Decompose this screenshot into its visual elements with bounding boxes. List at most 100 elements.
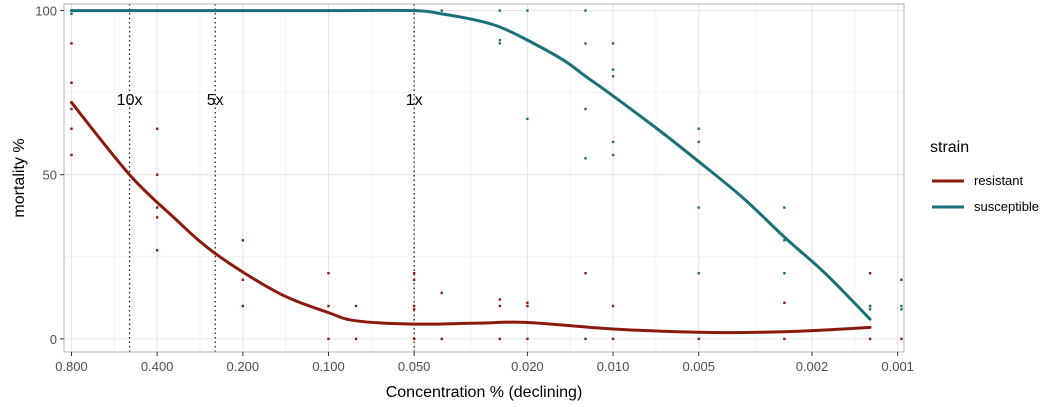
y-axis-ticks: 0 50 100 — [35, 4, 64, 347]
fit-curve-susceptible — [69, 8, 872, 321]
data-point-susceptible — [868, 308, 872, 311]
x-tick-label: 0.010 — [597, 359, 630, 374]
data-point-resistant — [498, 304, 502, 308]
data-point-resistant — [611, 304, 615, 308]
data-point-resistant — [783, 301, 786, 304]
x-tick-label: 0.400 — [141, 359, 174, 374]
data-point-resistant — [412, 308, 416, 311]
data-point-susceptible — [697, 127, 700, 130]
data-point-susceptible — [900, 308, 903, 311]
data-point-resistant — [498, 298, 502, 301]
data-point-resistant — [526, 304, 529, 308]
reference-lines: 10x 5x 1x — [117, 4, 423, 352]
data-point-susceptible — [498, 38, 502, 42]
data-point-resistant — [70, 81, 73, 84]
x-tick-label: 0.005 — [682, 359, 715, 374]
y-tick-label: 0 — [50, 332, 57, 347]
reference-line-label: 5x — [207, 92, 224, 109]
x-tick-label: 0.050 — [398, 359, 431, 374]
data-point-resistant — [70, 153, 73, 157]
data-point-resistant — [155, 127, 159, 130]
data-point-resistant — [70, 42, 73, 45]
data-point-resistant — [611, 337, 615, 341]
data-point-susceptible — [440, 9, 443, 12]
data-point-susceptible — [611, 68, 615, 71]
grid-minor — [64, 4, 904, 352]
x-tick-label: 0.001 — [881, 359, 914, 374]
data-point-susceptible — [697, 272, 700, 275]
data-point-resistant — [440, 337, 443, 341]
y-tick-label: 100 — [35, 4, 57, 19]
data-point-susceptible — [584, 42, 587, 45]
data-point-susceptible — [526, 9, 529, 12]
data-point-susceptible — [611, 140, 615, 144]
data-point-resistant — [900, 337, 903, 341]
data-point-resistant — [155, 173, 159, 176]
data-point-resistant — [412, 304, 416, 308]
data-point-susceptible — [697, 140, 700, 144]
data-point-susceptible — [868, 304, 872, 308]
data-point-susceptible — [584, 157, 587, 160]
x-tick-label: 0.002 — [796, 359, 829, 374]
data-point-susceptible — [697, 206, 700, 209]
data-point-resistant — [584, 337, 587, 341]
x-tick-label: 0.200 — [227, 359, 260, 374]
x-tick-label: 0.100 — [312, 359, 345, 374]
reference-line-label: 10x — [117, 92, 143, 109]
panel-border — [63, 3, 905, 353]
fit-curves — [69, 8, 872, 335]
x-axis-ticks: 0.800 0.400 0.200 0.100 0.050 0.020 0.010 0.005… — [55, 352, 914, 374]
data-point-resistant — [241, 278, 245, 281]
x-axis-title: Concentration % (declining) — [386, 384, 583, 401]
data-point-susceptible — [70, 12, 73, 16]
data-point-susceptible — [498, 42, 502, 45]
x-tick-label: 0.800 — [55, 359, 88, 374]
data-point-resistant — [155, 249, 159, 252]
data-point-resistant — [697, 337, 700, 341]
data-point-resistant — [783, 337, 786, 341]
data-point-resistant — [241, 304, 245, 308]
data-point-susceptible — [584, 9, 587, 12]
data-point-susceptible — [611, 42, 615, 45]
data-point-susceptible — [584, 107, 587, 111]
data-point-resistant — [440, 291, 443, 295]
data-point-resistant — [354, 337, 358, 341]
data-point-resistant — [584, 272, 587, 275]
data-point-susceptible — [611, 75, 615, 78]
data-point-resistant — [900, 278, 903, 281]
data-point-resistant — [868, 272, 872, 275]
data-point-resistant — [241, 239, 245, 242]
legend-label-susceptible: susceptible — [974, 199, 1039, 214]
y-axis-title: mortality % — [11, 138, 28, 217]
legend-label-resistant: resistant — [974, 173, 1024, 188]
data-point-resistant — [412, 272, 416, 275]
data-point-resistant — [354, 304, 358, 308]
data-point-resistant — [70, 107, 73, 111]
data-point-resistant — [155, 206, 159, 209]
data-point-resistant — [327, 272, 330, 275]
x-tick-label: 0.020 — [511, 359, 544, 374]
data-point-resistant — [327, 304, 330, 308]
data-point-resistant — [412, 337, 416, 341]
y-tick-label: 50 — [43, 168, 57, 183]
data-point-susceptible — [611, 153, 615, 157]
legend: strain resistant susceptible — [930, 139, 1039, 214]
data-point-susceptible — [783, 206, 786, 209]
data-point-resistant — [526, 301, 529, 304]
data-point-resistant — [70, 127, 73, 130]
data-point-susceptible — [900, 304, 903, 308]
data-point-susceptible — [783, 272, 786, 275]
data-point-resistant — [327, 337, 330, 341]
legend-title: strain — [930, 139, 969, 156]
data-point-susceptible — [526, 117, 529, 121]
data-point-susceptible — [498, 9, 502, 12]
data-point-susceptible — [783, 239, 786, 242]
data-point-resistant — [498, 337, 502, 341]
fit-curve-resistant — [69, 100, 872, 335]
data-point-resistant — [526, 337, 529, 341]
data-point-resistant — [155, 216, 159, 219]
data-point-resistant — [412, 278, 416, 281]
reference-line-label: 1x — [406, 92, 423, 109]
data-point-resistant — [868, 337, 872, 341]
